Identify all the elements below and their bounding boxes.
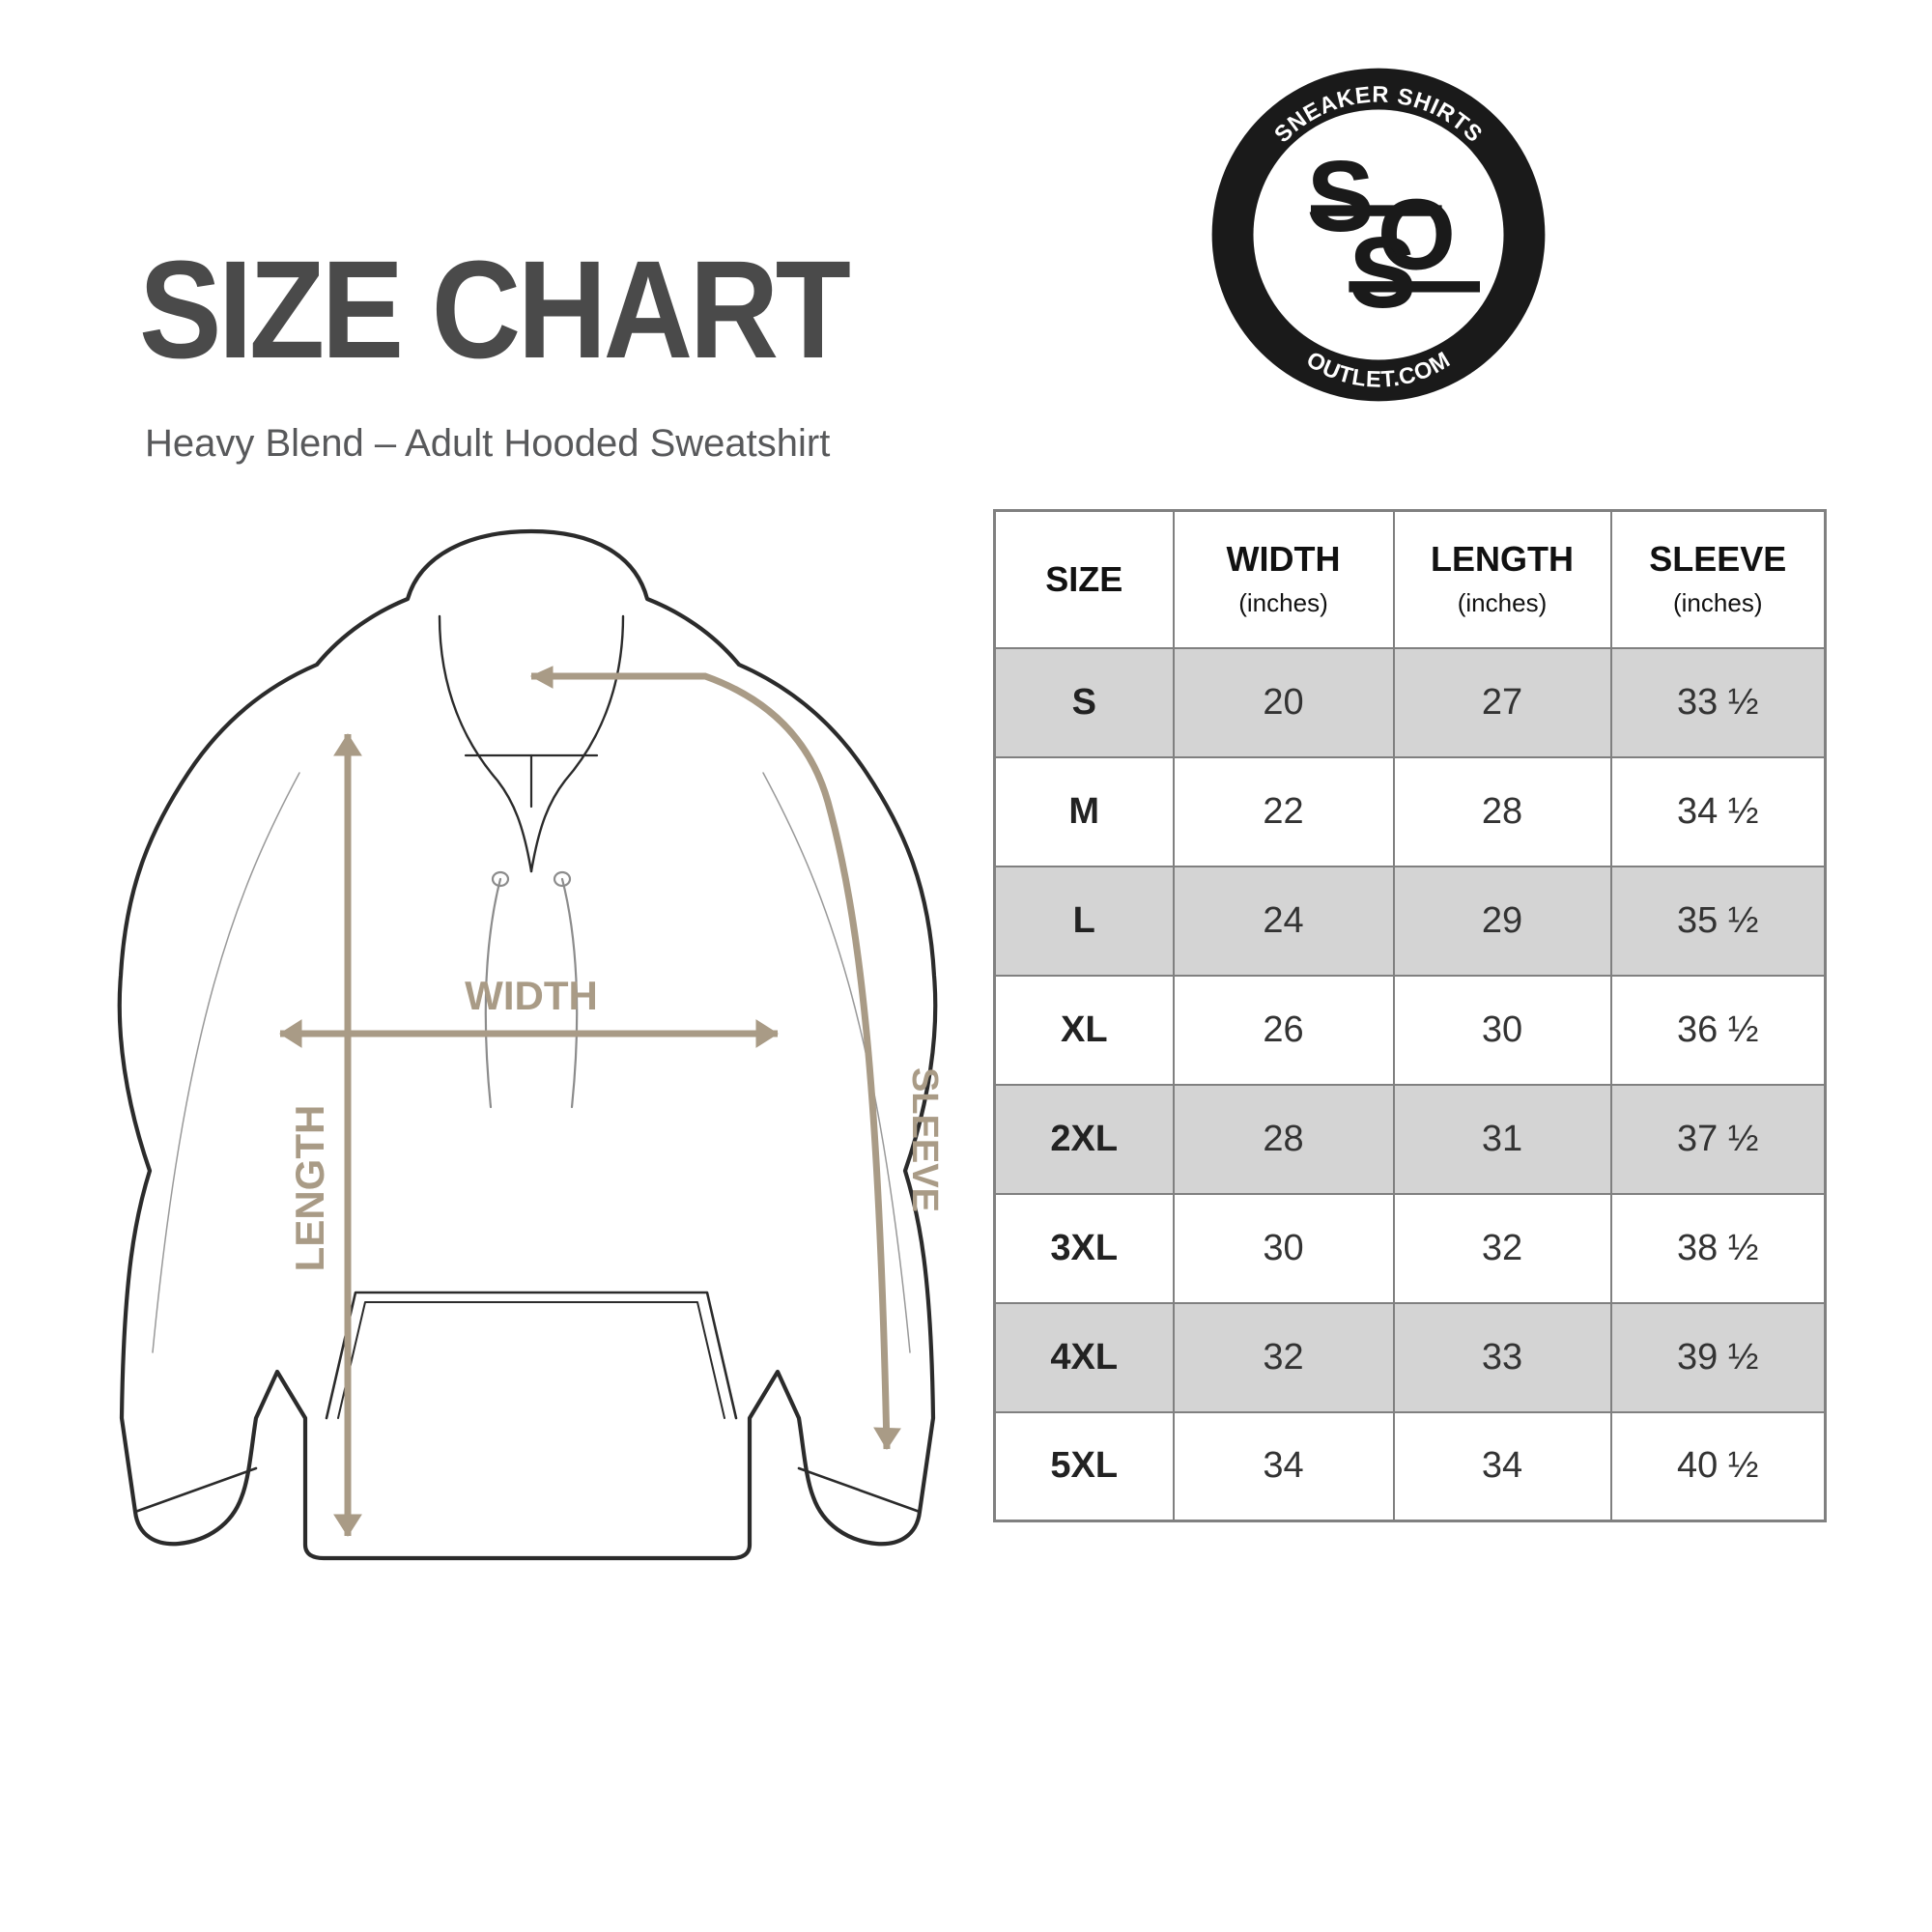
svg-text:LENGTH: LENGTH [287, 1105, 332, 1272]
svg-text:S: S [1350, 216, 1416, 327]
svg-text:SLEEVE: SLEEVE [904, 1067, 945, 1212]
svg-text:WIDTH: WIDTH [465, 973, 598, 1018]
